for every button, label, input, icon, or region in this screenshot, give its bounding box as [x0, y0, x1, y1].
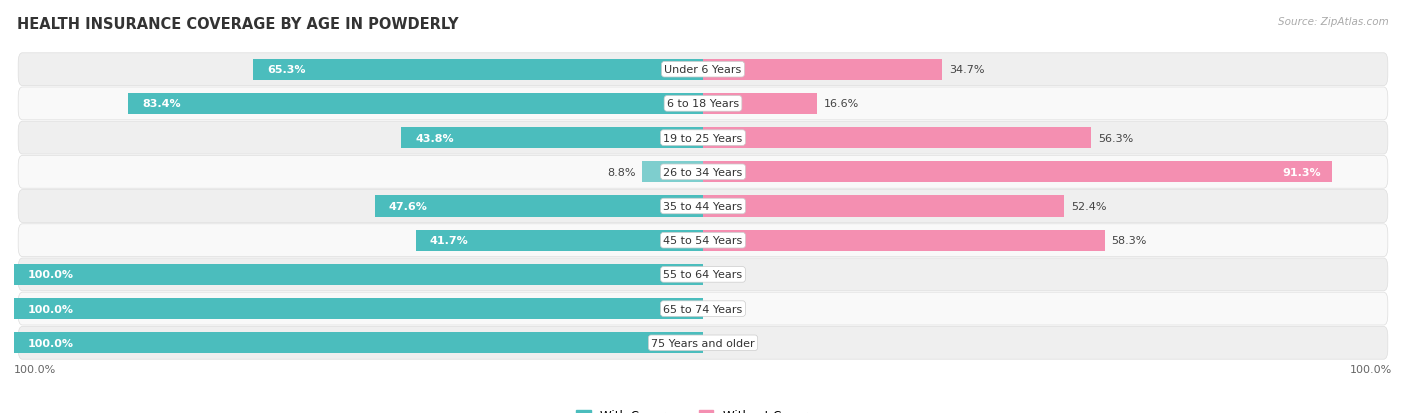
- Bar: [703, 59, 942, 81]
- Legend: With Coverage, Without Coverage: With Coverage, Without Coverage: [572, 404, 834, 413]
- Text: 0.0%: 0.0%: [710, 338, 738, 348]
- Text: 35 to 44 Years: 35 to 44 Years: [664, 202, 742, 211]
- Bar: [14, 264, 703, 285]
- FancyBboxPatch shape: [18, 292, 1388, 325]
- FancyBboxPatch shape: [18, 327, 1388, 359]
- FancyBboxPatch shape: [18, 122, 1388, 154]
- Text: 8.8%: 8.8%: [607, 167, 636, 177]
- Text: 0.0%: 0.0%: [710, 270, 738, 280]
- Bar: [703, 230, 1105, 251]
- FancyBboxPatch shape: [18, 88, 1388, 121]
- Text: 58.3%: 58.3%: [1112, 236, 1147, 246]
- Text: 19 to 25 Years: 19 to 25 Years: [664, 133, 742, 143]
- Text: 47.6%: 47.6%: [389, 202, 427, 211]
- Bar: [703, 162, 1331, 183]
- Text: 45 to 54 Years: 45 to 54 Years: [664, 236, 742, 246]
- Text: 41.7%: 41.7%: [429, 236, 468, 246]
- Bar: [14, 298, 703, 319]
- Text: 6 to 18 Years: 6 to 18 Years: [666, 99, 740, 109]
- Bar: [401, 128, 703, 149]
- Text: 26 to 34 Years: 26 to 34 Years: [664, 167, 742, 177]
- FancyBboxPatch shape: [18, 190, 1388, 223]
- Text: 100.0%: 100.0%: [1350, 364, 1392, 374]
- FancyBboxPatch shape: [18, 156, 1388, 189]
- Text: 91.3%: 91.3%: [1282, 167, 1322, 177]
- Text: 56.3%: 56.3%: [1098, 133, 1133, 143]
- Text: 65 to 74 Years: 65 to 74 Years: [664, 304, 742, 314]
- Bar: [703, 94, 817, 115]
- FancyBboxPatch shape: [18, 54, 1388, 86]
- Bar: [375, 196, 703, 217]
- Text: 100.0%: 100.0%: [28, 304, 75, 314]
- Bar: [253, 59, 703, 81]
- Bar: [128, 94, 703, 115]
- Text: Source: ZipAtlas.com: Source: ZipAtlas.com: [1278, 17, 1389, 26]
- FancyBboxPatch shape: [18, 259, 1388, 291]
- Text: 34.7%: 34.7%: [949, 65, 984, 75]
- Text: 43.8%: 43.8%: [415, 133, 454, 143]
- Text: HEALTH INSURANCE COVERAGE BY AGE IN POWDERLY: HEALTH INSURANCE COVERAGE BY AGE IN POWD…: [17, 17, 458, 31]
- Bar: [416, 230, 703, 251]
- Text: 100.0%: 100.0%: [14, 364, 56, 374]
- Text: 83.4%: 83.4%: [142, 99, 181, 109]
- FancyBboxPatch shape: [18, 224, 1388, 257]
- Bar: [703, 128, 1091, 149]
- Text: 100.0%: 100.0%: [28, 338, 75, 348]
- Text: 75 Years and older: 75 Years and older: [651, 338, 755, 348]
- Text: 65.3%: 65.3%: [267, 65, 305, 75]
- Bar: [703, 196, 1064, 217]
- Text: 55 to 64 Years: 55 to 64 Years: [664, 270, 742, 280]
- Text: 16.6%: 16.6%: [824, 99, 859, 109]
- Text: Under 6 Years: Under 6 Years: [665, 65, 741, 75]
- Text: 0.0%: 0.0%: [710, 304, 738, 314]
- Bar: [643, 162, 703, 183]
- Text: 52.4%: 52.4%: [1071, 202, 1107, 211]
- Bar: [14, 332, 703, 354]
- Text: 100.0%: 100.0%: [28, 270, 75, 280]
